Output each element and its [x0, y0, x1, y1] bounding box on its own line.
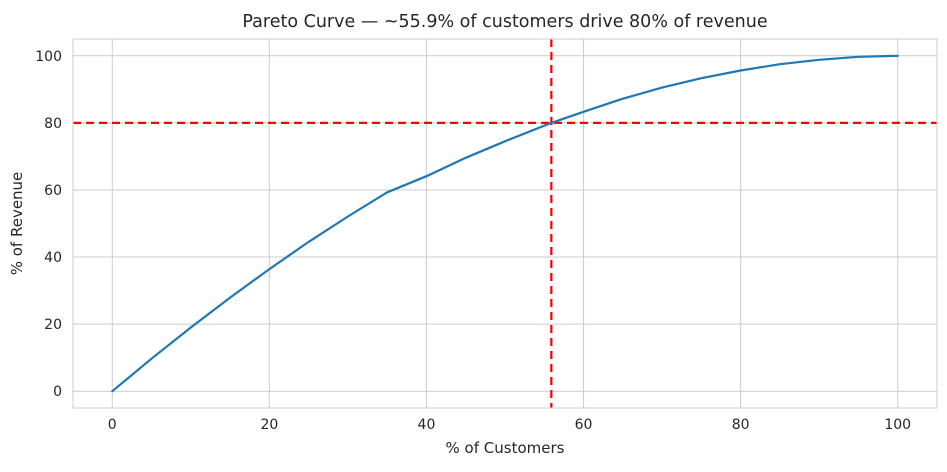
chart-title: Pareto Curve — ~55.9% of customers drive…	[242, 12, 767, 32]
x-tick-label: 0	[108, 417, 117, 433]
plot-frame	[72, 38, 938, 409]
y-tick-label: 20	[44, 317, 62, 333]
y-axis-label: % of Revenue	[8, 172, 26, 276]
y-tick-label: 100	[35, 49, 62, 65]
y-tick-label: 60	[44, 183, 62, 199]
reference-lines	[73, 39, 937, 408]
series-layer	[111, 54, 899, 393]
x-tick-label: 100	[884, 417, 911, 433]
grid	[73, 39, 937, 408]
series-line	[111, 54, 899, 393]
y-tick-label: 80	[44, 116, 62, 132]
y-tick-labels: 0 20 40 60 80 100	[35, 49, 62, 400]
x-axis-label: % of Customers	[446, 439, 565, 457]
x-tick-label: 80	[732, 417, 750, 433]
x-tick-label: 40	[418, 417, 436, 433]
y-tick-label: 0	[53, 384, 62, 400]
y-tick-label: 40	[44, 250, 62, 266]
x-tick-labels: 0 20 40 60 80 100	[108, 417, 911, 433]
x-tick-label: 60	[575, 417, 593, 433]
x-tick-label: 20	[260, 417, 278, 433]
